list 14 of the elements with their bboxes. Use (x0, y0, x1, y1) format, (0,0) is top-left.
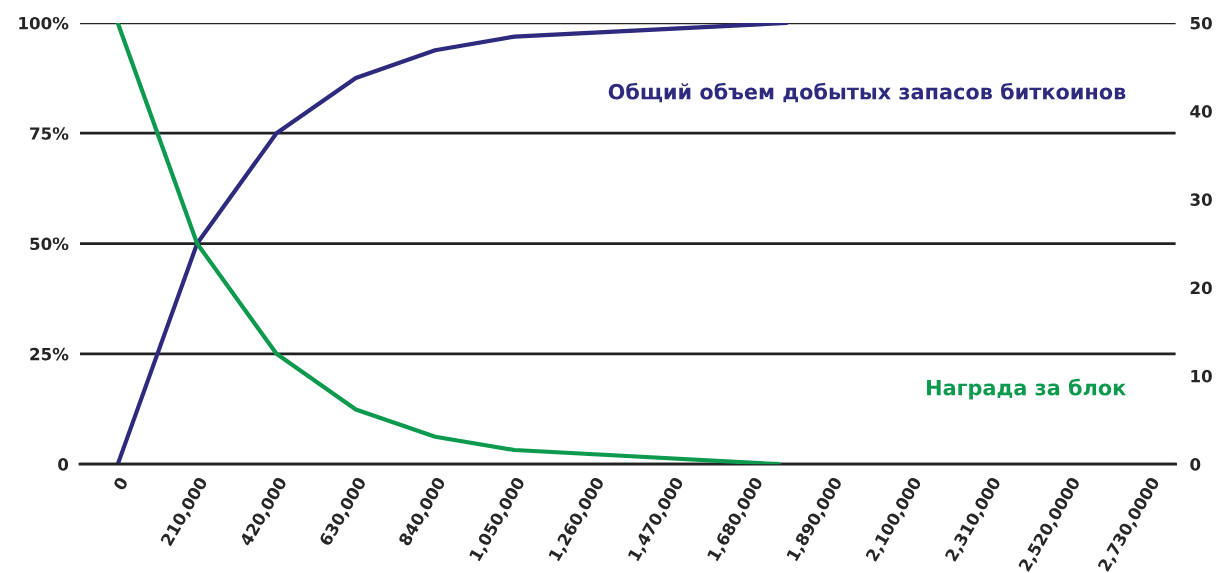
y2-tick-label: 30 (1190, 193, 1212, 206)
y2-tick-label: 50 (1190, 16, 1212, 30)
text: Награда за блок (927, 378, 1126, 400)
y-tick-label: 25% (30, 347, 69, 361)
y-tick-label: 100% (19, 16, 69, 30)
y2-tick-label: 20 (1190, 281, 1212, 295)
y-tick-label: 75% (30, 127, 69, 140)
y-tick-label: 50% (30, 237, 69, 251)
y2-tick-label: 10 (1191, 369, 1212, 383)
x-tick-label: 0 (112, 476, 129, 492)
y-tick-label: 0 (58, 458, 69, 471)
y2-tick-label: 0 (1190, 458, 1201, 471)
y2-tick-label: 40 (1190, 105, 1212, 118)
text: Общий объем добытых запасов биткоинов (608, 82, 1126, 103)
